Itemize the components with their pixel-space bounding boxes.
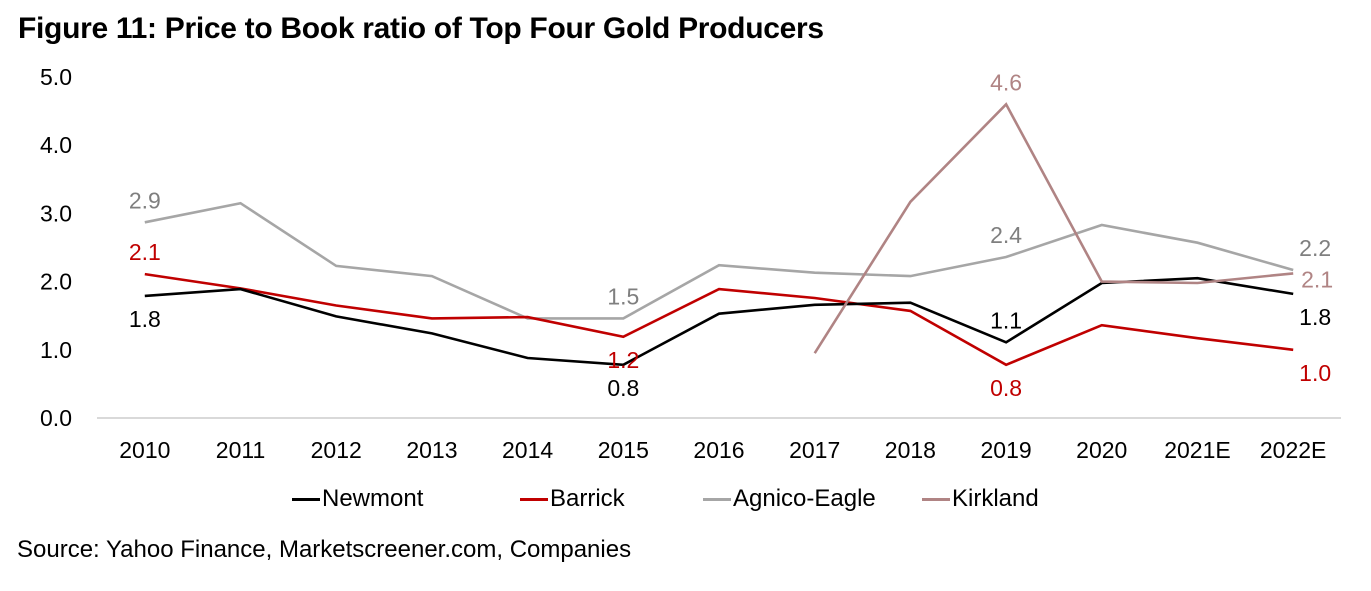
- x-tick-label: 2021E: [1164, 437, 1231, 463]
- series-lines: [144, 102, 1294, 367]
- y-tick-label: 1.0: [40, 337, 72, 363]
- x-tick-label: 2015: [598, 437, 649, 463]
- y-axis: 0.0 1.0 2.0 3.0 4.0 5.0: [40, 64, 72, 431]
- legend-item: Newmont: [292, 485, 423, 513]
- y-tick-label: 5.0: [40, 64, 72, 90]
- legend-label: Barrick: [550, 485, 625, 512]
- data-label: 4.6: [990, 69, 1022, 95]
- x-tick-label: 2010: [119, 437, 170, 463]
- data-label: 1.1: [990, 307, 1022, 333]
- x-axis: 2010 2011 2012 2013 2014 2015 2016 2017 2018 2019…: [97, 417, 1341, 463]
- data-label: 2.1: [129, 239, 161, 265]
- x-tick-label: 2013: [406, 437, 457, 463]
- legend-label: Agnico-Eagle: [733, 485, 876, 512]
- chart-title: Figure 11: Price to Book ratio of Top Fo…: [18, 12, 824, 45]
- legend-swatch: [520, 497, 548, 501]
- data-label: 1.8: [129, 306, 161, 332]
- data-label: 2.2: [1299, 235, 1331, 261]
- data-label: 2.9: [129, 187, 161, 213]
- x-tick-label: 2022E: [1260, 437, 1327, 463]
- data-label: 1.2: [607, 347, 639, 373]
- x-tick-label: 2018: [885, 437, 936, 463]
- data-label: 2.1: [1301, 266, 1333, 292]
- legend-item: Agnico-Eagle: [703, 485, 876, 513]
- x-tick-label: 2016: [693, 437, 744, 463]
- y-tick-label: 3.0: [40, 200, 72, 226]
- x-tick-label: 2017: [789, 437, 840, 463]
- x-tick-label: 2011: [216, 437, 265, 463]
- x-tick-label: 2014: [502, 437, 553, 463]
- legend-label: Newmont: [322, 485, 424, 512]
- source-note: Source: Yahoo Finance, Marketscreener.co…: [17, 536, 632, 563]
- data-label: 1.5: [607, 283, 639, 309]
- legend-label: Kirkland: [952, 485, 1039, 512]
- series-line-kirkland: [813, 102, 1294, 354]
- x-tick-label: 2019: [980, 437, 1031, 463]
- data-label: 2.4: [990, 222, 1022, 248]
- legend-item: Barrick: [520, 485, 625, 513]
- legend-swatch: [922, 497, 950, 501]
- series-line-newmont: [144, 276, 1294, 367]
- series-line-barrick: [144, 272, 1294, 367]
- data-label: 0.8: [990, 375, 1022, 401]
- series-line-agnico-eagle: [144, 201, 1294, 320]
- data-label: 0.8: [607, 375, 639, 401]
- legend-item: Kirkland: [922, 485, 1039, 513]
- y-tick-label: 0.0: [40, 405, 72, 431]
- chart-legend: Newmont Barrick Agnico-Eagle Kirkland: [0, 485, 1371, 515]
- data-label: 1.0: [1299, 360, 1331, 386]
- legend-swatch: [292, 497, 320, 501]
- x-tick-label: 2020: [1076, 437, 1127, 463]
- y-tick-label: 4.0: [40, 132, 72, 158]
- x-tick-label: 2012: [311, 437, 362, 463]
- y-tick-label: 2.0: [40, 269, 72, 295]
- data-label: 1.8: [1299, 304, 1331, 330]
- legend-swatch: [703, 497, 731, 501]
- data-labels: 1.80.81.1 1.82.11.20.81.02.91.52.4 2.24.62…: [129, 69, 1333, 401]
